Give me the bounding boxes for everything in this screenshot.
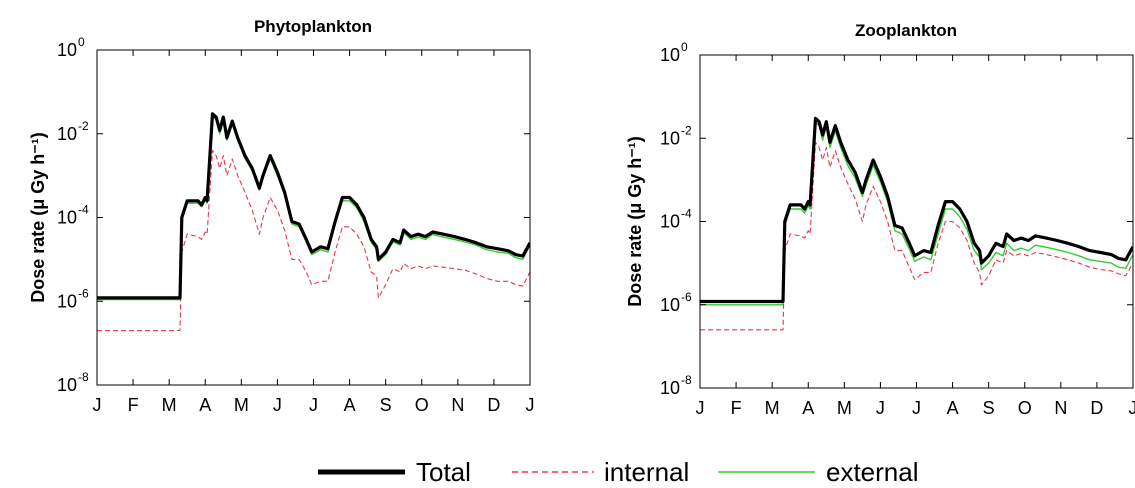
y-tick-label: 10	[57, 375, 77, 395]
series-line-total	[700, 116, 1133, 304]
y-axis-label: Dose rate (μ Gy h⁻¹)	[625, 136, 645, 307]
panel-title: Phytoplankton	[254, 17, 372, 36]
y-tick-label: 10	[660, 295, 680, 315]
x-tick-label: J	[912, 398, 921, 418]
y-tick-exponent: -4	[78, 203, 89, 217]
x-tick-label: A	[199, 395, 211, 415]
series-line-external	[97, 115, 530, 301]
y-tick-label: 10	[660, 45, 680, 65]
x-tick-label: J	[526, 395, 535, 415]
y-tick-exponent: -6	[681, 290, 692, 304]
y-tick-exponent: -2	[681, 123, 692, 137]
series-line-total	[97, 112, 530, 300]
y-tick-label: 10	[57, 208, 77, 228]
x-tick-label: S	[380, 395, 392, 415]
x-tick-label: F	[128, 395, 139, 415]
x-tick-label: A	[802, 398, 814, 418]
x-tick-label: J	[696, 398, 705, 418]
x-tick-label: F	[731, 398, 742, 418]
x-tick-label: D	[487, 395, 500, 415]
x-tick-label: M	[234, 395, 249, 415]
x-tick-label: O	[415, 395, 429, 415]
legend-label-external: external	[826, 457, 919, 487]
x-tick-label: S	[983, 398, 995, 418]
y-tick-exponent: -6	[78, 286, 89, 300]
x-tick-label: J	[93, 395, 102, 415]
panel-title: Zooplankton	[855, 21, 957, 40]
y-tick-label: 10	[660, 128, 680, 148]
x-tick-label: N	[1054, 398, 1067, 418]
x-tick-label: J	[273, 395, 282, 415]
x-tick-label: M	[837, 398, 852, 418]
x-tick-label: J	[876, 398, 885, 418]
x-tick-label: D	[1090, 398, 1103, 418]
x-tick-label: M	[162, 395, 177, 415]
x-tick-label: J	[1129, 398, 1135, 418]
y-tick-label: 10	[57, 124, 77, 144]
y-tick-exponent: -8	[681, 373, 692, 387]
legend-label-total: Total	[416, 457, 471, 487]
x-tick-label: A	[947, 398, 959, 418]
series-line-external	[700, 121, 1133, 306]
x-tick-label: A	[344, 395, 356, 415]
y-tick-exponent: 0	[681, 40, 688, 54]
legend: Total internal external	[318, 457, 919, 487]
y-tick-exponent: -8	[78, 370, 89, 384]
y-tick-label: 10	[57, 40, 77, 60]
plot-frame	[699, 54, 1134, 389]
y-tick-exponent: 0	[78, 35, 85, 49]
x-tick-label: M	[765, 398, 780, 418]
y-tick-exponent: -4	[681, 207, 692, 221]
y-tick-label: 10	[57, 291, 77, 311]
x-tick-label: J	[309, 395, 318, 415]
x-tick-label: N	[451, 395, 464, 415]
y-tick-label: 10	[660, 212, 680, 232]
plot-frame	[96, 49, 531, 386]
x-tick-label: O	[1018, 398, 1032, 418]
y-tick-label: 10	[660, 378, 680, 398]
legend-label-internal: internal	[604, 457, 689, 487]
series-line-internal	[97, 149, 530, 332]
y-axis-label: Dose rate (μ Gy h⁻¹)	[28, 132, 48, 303]
series-line-internal	[700, 141, 1133, 331]
y-tick-exponent: -2	[78, 119, 89, 133]
